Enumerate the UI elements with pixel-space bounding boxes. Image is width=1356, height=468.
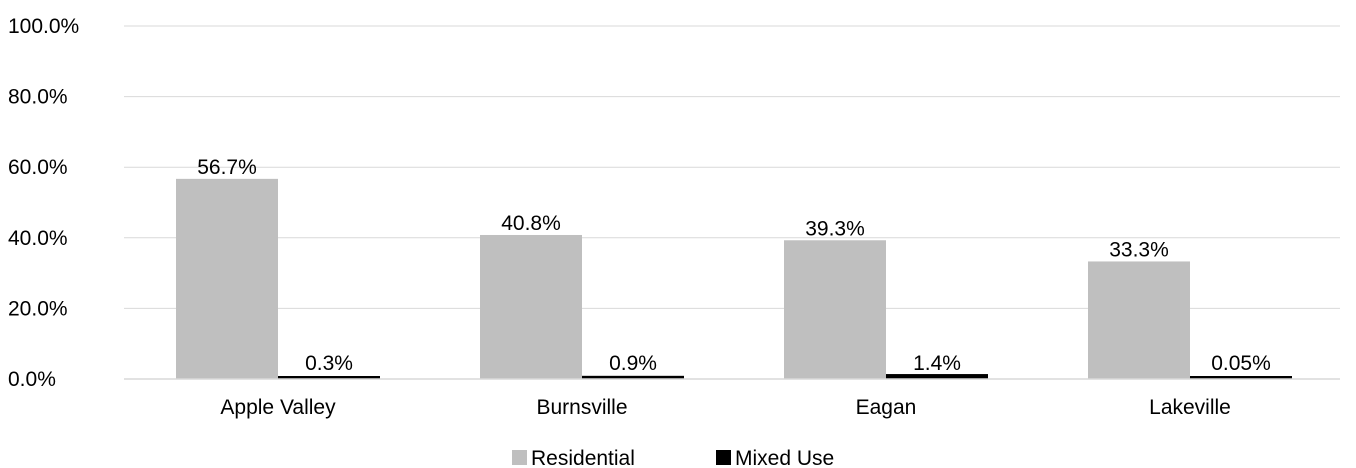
- category-label: Apple Valley: [220, 396, 336, 419]
- data-label: 0.9%: [609, 352, 657, 375]
- y-tick-label: 0.0%: [8, 368, 56, 391]
- category-label: Lakeville: [1149, 396, 1231, 419]
- legend-swatch: [716, 450, 731, 465]
- bar-mixed-use: [582, 375, 684, 379]
- data-labels: 56.7% 0.3% 40.8% 0.9% 39.3% 1.4% 33.3% 0.05%: [197, 156, 1271, 375]
- bar-residential: [1088, 261, 1190, 379]
- legend-label: Residential: [531, 447, 635, 468]
- bar-mixed-use: [1190, 376, 1292, 379]
- bar-mixed-use: [886, 374, 988, 379]
- data-label: 40.8%: [501, 212, 561, 235]
- y-tick-label: 80.0%: [8, 86, 68, 109]
- y-tick-label: 20.0%: [8, 297, 68, 320]
- y-tick-label: 40.0%: [8, 227, 68, 250]
- bars: [176, 178, 1292, 379]
- data-label: 33.3%: [1109, 238, 1169, 261]
- legend: Residential Mixed Use: [512, 447, 834, 468]
- category-label: Eagan: [856, 396, 917, 419]
- bar-residential: [784, 240, 886, 379]
- data-label: 0.05%: [1211, 352, 1271, 375]
- bar-residential: [480, 234, 582, 379]
- y-tick-label: 60.0%: [8, 156, 68, 179]
- y-axis-tick-labels: 0.0% 20.0% 40.0% 60.0% 80.0% 100.0%: [8, 15, 79, 391]
- x-axis-category-labels: Apple Valley Burnsville Eagan Lakeville: [220, 396, 1230, 419]
- data-label: 0.3%: [305, 352, 353, 375]
- bar-residential: [176, 178, 278, 379]
- y-tick-label: 100.0%: [8, 15, 79, 38]
- category-label: Burnsville: [536, 396, 627, 419]
- legend-label: Mixed Use: [735, 447, 834, 468]
- legend-swatch: [512, 450, 527, 465]
- data-label: 56.7%: [197, 156, 257, 179]
- data-label: 1.4%: [913, 352, 961, 375]
- bar-mixed-use: [278, 376, 380, 379]
- data-label: 39.3%: [805, 217, 865, 240]
